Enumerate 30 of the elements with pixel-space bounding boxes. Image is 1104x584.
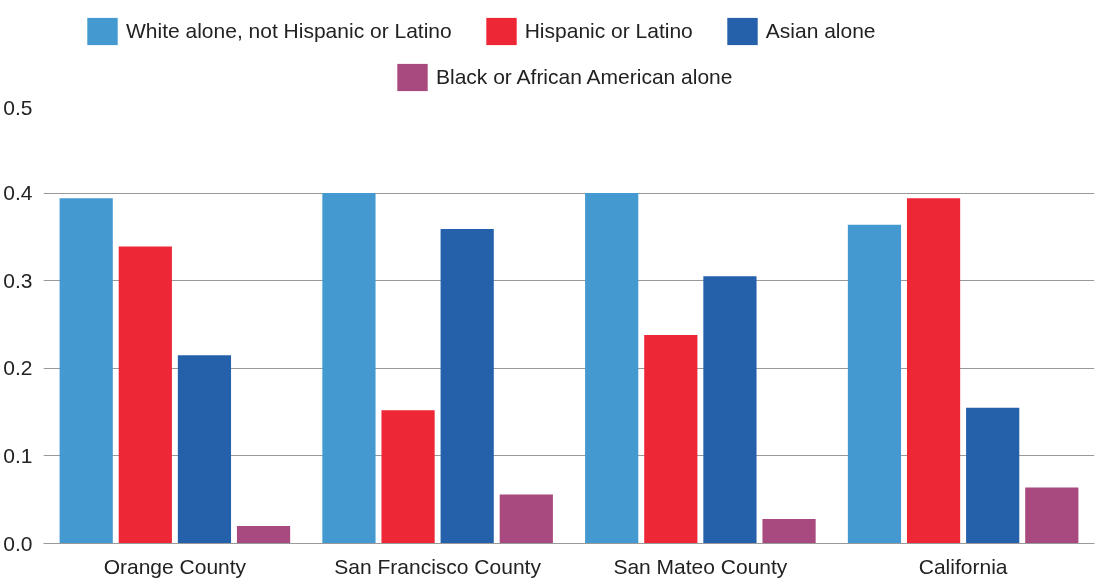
bar: [440, 229, 494, 544]
legend-label: White alone, not Hispanic or Latino: [126, 19, 452, 43]
y-tick-label: 0.4: [3, 181, 33, 205]
y-tick-label: 0.0: [3, 531, 33, 555]
legend-label: Hispanic or Latino: [524, 19, 693, 43]
y-tick-label: 0.5: [3, 95, 33, 119]
legend-label: Black or African American alone: [436, 65, 733, 89]
x-tick-label: San Mateo County: [613, 554, 788, 578]
bar: [322, 193, 376, 544]
x-tick-label: California: [918, 554, 1008, 578]
bar: [644, 335, 698, 544]
bar: [118, 246, 172, 544]
bar: [762, 518, 816, 544]
bar: [847, 224, 902, 544]
bar: [966, 407, 1020, 544]
bar: [236, 525, 291, 544]
bar: [906, 198, 961, 544]
legend-label: Asian alone: [765, 19, 876, 43]
bar: [381, 410, 435, 544]
bar: [703, 276, 757, 544]
y-tick-label: 0.3: [3, 268, 33, 292]
bar: [177, 355, 232, 544]
y-tick-label: 0.2: [3, 356, 33, 380]
bar: [499, 494, 553, 544]
x-tick-label: San Francisco County: [334, 554, 542, 578]
bar: [585, 193, 639, 544]
bar: [59, 198, 113, 544]
y-tick-label: 0.1: [3, 443, 33, 467]
x-tick-label: Orange County: [103, 554, 247, 578]
bar: [1025, 487, 1079, 544]
